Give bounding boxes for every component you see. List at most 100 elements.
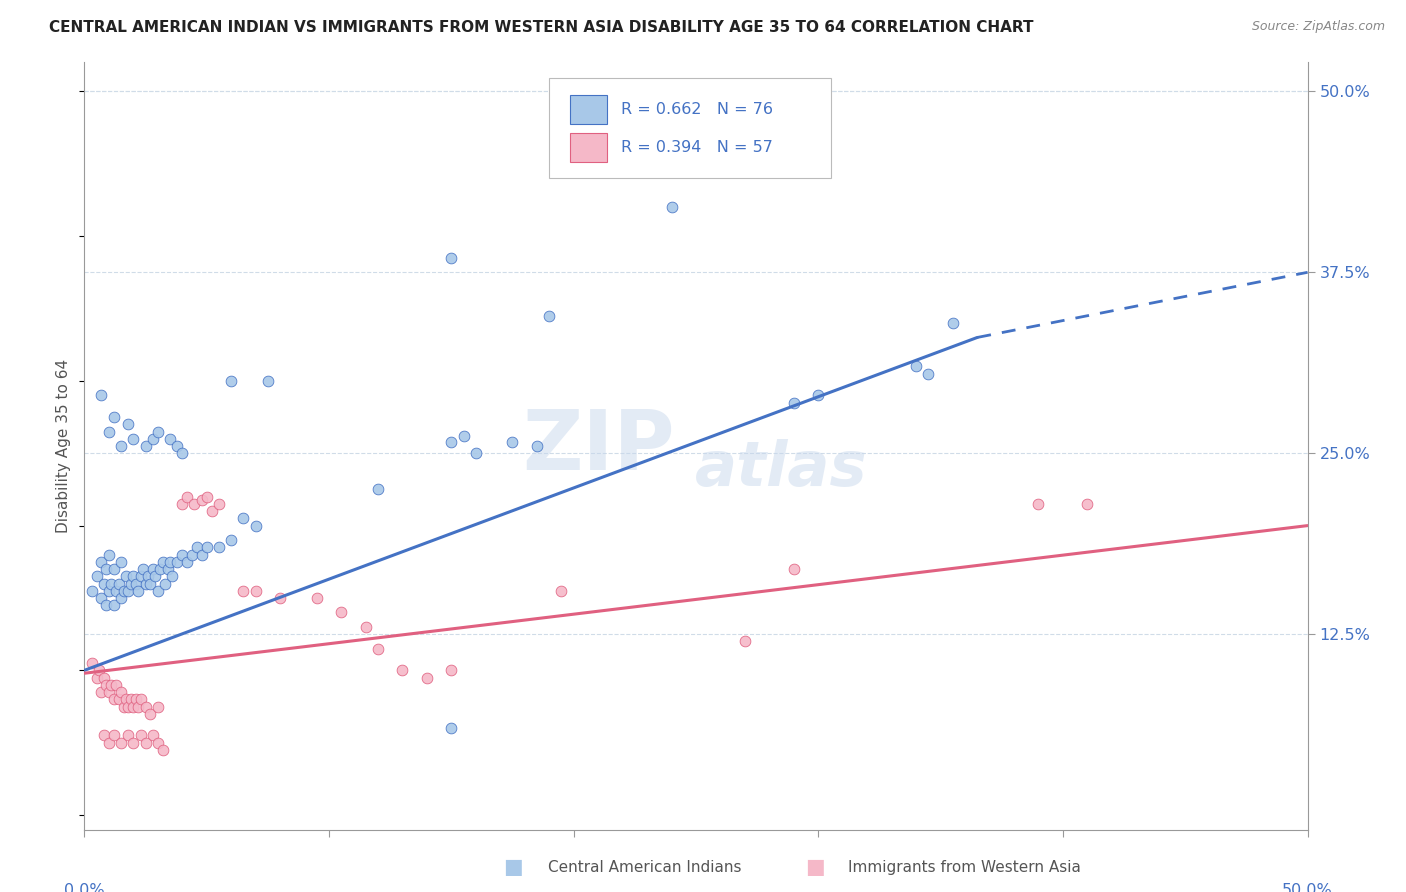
Point <box>166 555 188 569</box>
Point <box>807 388 830 402</box>
FancyBboxPatch shape <box>569 95 606 124</box>
Point <box>86 569 108 583</box>
Text: atlas: atlas <box>695 439 868 499</box>
FancyBboxPatch shape <box>569 133 606 162</box>
Point <box>117 699 139 714</box>
Point <box>146 736 169 750</box>
Point <box>100 678 122 692</box>
Point <box>142 432 165 446</box>
Point <box>526 439 548 453</box>
Point <box>103 410 125 425</box>
Point <box>112 583 135 598</box>
Point <box>172 548 194 562</box>
Text: Central American Indians: Central American Indians <box>548 860 742 874</box>
Point <box>103 692 125 706</box>
Point <box>93 576 115 591</box>
Text: Source: ZipAtlas.com: Source: ZipAtlas.com <box>1251 20 1385 33</box>
Point <box>97 583 120 598</box>
Point <box>152 555 174 569</box>
Point <box>783 395 806 409</box>
Point <box>122 569 145 583</box>
Point <box>440 434 463 449</box>
Point <box>122 432 145 446</box>
Point <box>146 425 169 439</box>
Point <box>97 548 120 562</box>
Point <box>416 671 439 685</box>
Point <box>195 490 218 504</box>
Point <box>90 555 112 569</box>
Point <box>942 316 965 330</box>
Text: Immigrants from Western Asia: Immigrants from Western Asia <box>848 860 1081 874</box>
Point <box>440 664 463 678</box>
Point <box>110 736 132 750</box>
Point <box>87 664 110 678</box>
Point <box>117 417 139 432</box>
Point <box>110 591 132 605</box>
Text: ■: ■ <box>503 857 523 877</box>
Point <box>162 569 184 583</box>
Point <box>96 678 118 692</box>
Point <box>97 736 120 750</box>
Point <box>146 699 169 714</box>
Point <box>172 446 194 460</box>
Point <box>115 692 138 706</box>
Point <box>135 699 157 714</box>
Point <box>117 729 139 743</box>
Point <box>354 620 377 634</box>
Point <box>186 541 208 555</box>
Point <box>232 511 254 525</box>
Point <box>105 678 128 692</box>
Point <box>93 671 115 685</box>
Point <box>93 729 115 743</box>
Point <box>181 548 204 562</box>
Point <box>120 692 142 706</box>
Point <box>129 729 152 743</box>
Point <box>152 743 174 757</box>
Point <box>135 576 157 591</box>
Point <box>125 576 148 591</box>
Point <box>125 692 148 706</box>
Point <box>90 685 112 699</box>
Text: 50.0%: 50.0% <box>1282 883 1333 892</box>
Point <box>127 583 149 598</box>
Point <box>219 374 242 388</box>
Point <box>1028 497 1050 511</box>
Point <box>661 200 683 214</box>
Point <box>783 562 806 576</box>
Point <box>107 576 129 591</box>
Point <box>139 706 162 721</box>
Point <box>538 309 561 323</box>
Point <box>117 583 139 598</box>
Point <box>200 504 222 518</box>
Point <box>103 562 125 576</box>
Point <box>219 533 242 547</box>
Point <box>156 562 179 576</box>
Point <box>367 483 389 497</box>
Text: R = 0.662   N = 76: R = 0.662 N = 76 <box>621 102 773 117</box>
Point <box>97 685 120 699</box>
Point <box>103 729 125 743</box>
Point <box>80 583 103 598</box>
Point <box>80 656 103 670</box>
Point <box>90 388 112 402</box>
Point <box>1076 497 1098 511</box>
Point <box>110 685 132 699</box>
Point <box>96 598 118 612</box>
Point <box>115 569 138 583</box>
Point <box>464 446 486 460</box>
Point <box>391 664 413 678</box>
Point <box>142 562 165 576</box>
Y-axis label: Disability Age 35 to 64: Disability Age 35 to 64 <box>56 359 72 533</box>
Point <box>120 576 142 591</box>
Point <box>905 359 928 374</box>
Point <box>232 583 254 598</box>
Point <box>142 729 165 743</box>
Point <box>191 492 214 507</box>
Point <box>97 425 120 439</box>
Point <box>191 548 214 562</box>
Point <box>917 367 939 381</box>
Point <box>734 634 756 648</box>
Point <box>132 562 155 576</box>
Point <box>143 569 166 583</box>
Point <box>100 576 122 591</box>
